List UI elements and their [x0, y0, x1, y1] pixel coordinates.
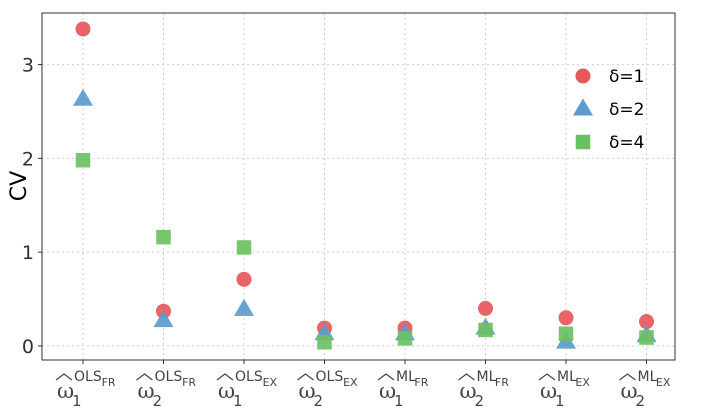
tick-superscript-subscript: FR [414, 376, 428, 389]
tick-superscript: ML [396, 369, 416, 385]
data-point-triangle [73, 88, 93, 106]
hat-mark [55, 373, 73, 381]
data-point-circle [75, 21, 91, 37]
tick-symbol: ω [57, 379, 74, 403]
tick-symbol: ω [138, 379, 155, 403]
hat-mark [458, 373, 475, 381]
legend: δ=1 δ=2 δ=4 [573, 67, 644, 153]
tick-symbol: ω [540, 379, 557, 403]
x-tick-label: ω2 OLS EX [297, 369, 358, 410]
hat-mark [297, 373, 314, 381]
data-point-circle [558, 310, 574, 326]
tick-superscript: ML [638, 369, 658, 385]
data-point-circle [236, 271, 252, 287]
tick-symbol: ω [379, 379, 396, 403]
tick-superscript-subscript: EX [343, 376, 358, 389]
tick-symbol: ω [218, 379, 235, 403]
hat-mark [619, 373, 636, 381]
data-point-square [558, 326, 574, 341]
tick-superscript-subscript: FR [495, 376, 509, 389]
legend-label: δ=4 [609, 133, 644, 153]
y-tick-label: 0 [22, 336, 34, 358]
tick-subscript: 2 [314, 392, 324, 410]
legend-label: δ=2 [609, 100, 644, 120]
tick-subscript: 1 [555, 392, 565, 410]
data-point-circle [639, 314, 654, 330]
tick-symbol: ω [299, 379, 316, 403]
hat-mark [538, 373, 556, 381]
legend-item: δ=1 [575, 67, 644, 87]
hat-mark [136, 373, 153, 381]
y-tick-label: 1 [22, 242, 34, 264]
series-3 [75, 152, 654, 350]
tick-superscript: OLS [74, 369, 102, 385]
legend-key-triangle [573, 98, 593, 116]
data-point-square [236, 240, 252, 255]
y-tick-label: 3 [22, 55, 34, 77]
tick-symbol: ω [621, 379, 638, 403]
data-point-square [75, 152, 91, 168]
legend-item: δ=4 [575, 133, 644, 153]
tick-subscript: 1 [394, 392, 404, 410]
x-tick-label: ω1 OLS FR [55, 369, 116, 410]
data-point-square [639, 330, 654, 345]
tick-superscript-subscript: FR [102, 376, 116, 389]
grid-lines [42, 13, 675, 360]
hat-mark [216, 373, 234, 381]
data-point-square [317, 334, 332, 350]
plot-panel-border [41, 12, 676, 361]
tick-subscript: 1 [233, 392, 243, 410]
tick-subscript: 1 [72, 392, 82, 410]
series-1 [75, 21, 654, 336]
y-axis: 0 1 2 3 [22, 55, 42, 358]
tick-superscript: ML [557, 369, 577, 385]
legend-item: δ=2 [573, 98, 644, 120]
tick-superscript-subscript: EX [263, 376, 278, 389]
hat-mark [377, 373, 395, 381]
data-points [73, 21, 657, 350]
legend-key-circle [575, 68, 591, 84]
tick-superscript: OLS [235, 369, 263, 385]
tick-subscript: 2 [153, 392, 163, 410]
data-point-square [397, 331, 413, 346]
tick-superscript-subscript: EX [656, 376, 671, 389]
x-tick-label: ω1 OLS EX [216, 369, 278, 410]
data-point-square [478, 322, 493, 338]
data-point-circle [478, 300, 493, 316]
tick-subscript: 2 [636, 392, 646, 410]
data-point-square [156, 229, 171, 245]
data-point-triangle [153, 310, 174, 328]
x-tick-label: ω2 OLS FR [136, 369, 196, 410]
tick-symbol: ω [460, 379, 477, 403]
tick-subscript: 2 [475, 392, 485, 410]
tick-superscript-subscript: EX [575, 376, 590, 389]
legend-label: δ=1 [609, 67, 644, 87]
tick-superscript-subscript: FR [182, 376, 196, 389]
tick-superscript: OLS [155, 369, 183, 385]
tick-superscript: OLS [316, 369, 344, 385]
legend-key-square [575, 134, 591, 150]
y-tick-label: 2 [22, 148, 34, 170]
y-axis-title: CV [7, 171, 32, 201]
data-point-triangle [234, 298, 254, 316]
tick-superscript: ML [477, 369, 497, 385]
